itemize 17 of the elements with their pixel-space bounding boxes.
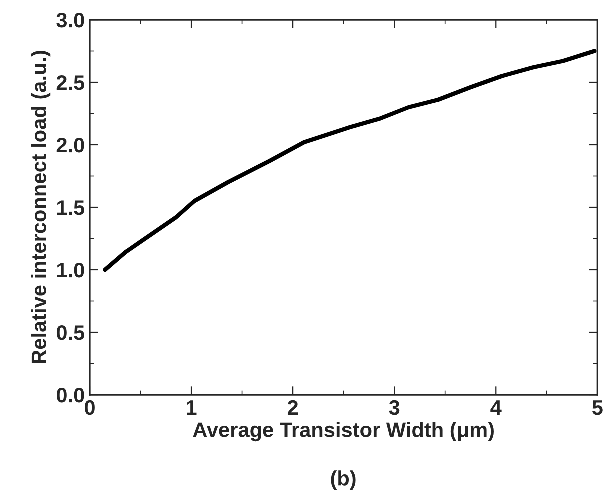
y-tick-label: 2.5 [56,76,85,90]
y-tick-label: 0.5 [56,326,85,340]
x-axis-title: Average Transistor Width (μm) [193,422,494,442]
x-tick-label: 2 [288,400,298,415]
y-tick-label: 3.0 [56,13,84,28]
line-series [103,49,597,272]
x-tick-label: 4 [490,400,502,415]
y-tick-label: 2.0 [56,138,84,153]
y-tick-label: 1.5 [57,200,85,216]
y-tick-label: 0.0 [56,388,84,403]
x-tick-label: 3 [389,400,400,416]
x-tick-label: 0 [85,400,95,416]
x-tick-label: 1 [187,400,197,415]
y-tick-label: 1.0 [57,263,84,278]
x-tick-label: 5 [592,400,603,416]
text: (b) [331,470,356,490]
y-axis-title: Relative interconnect load (a.u.) [31,51,51,364]
